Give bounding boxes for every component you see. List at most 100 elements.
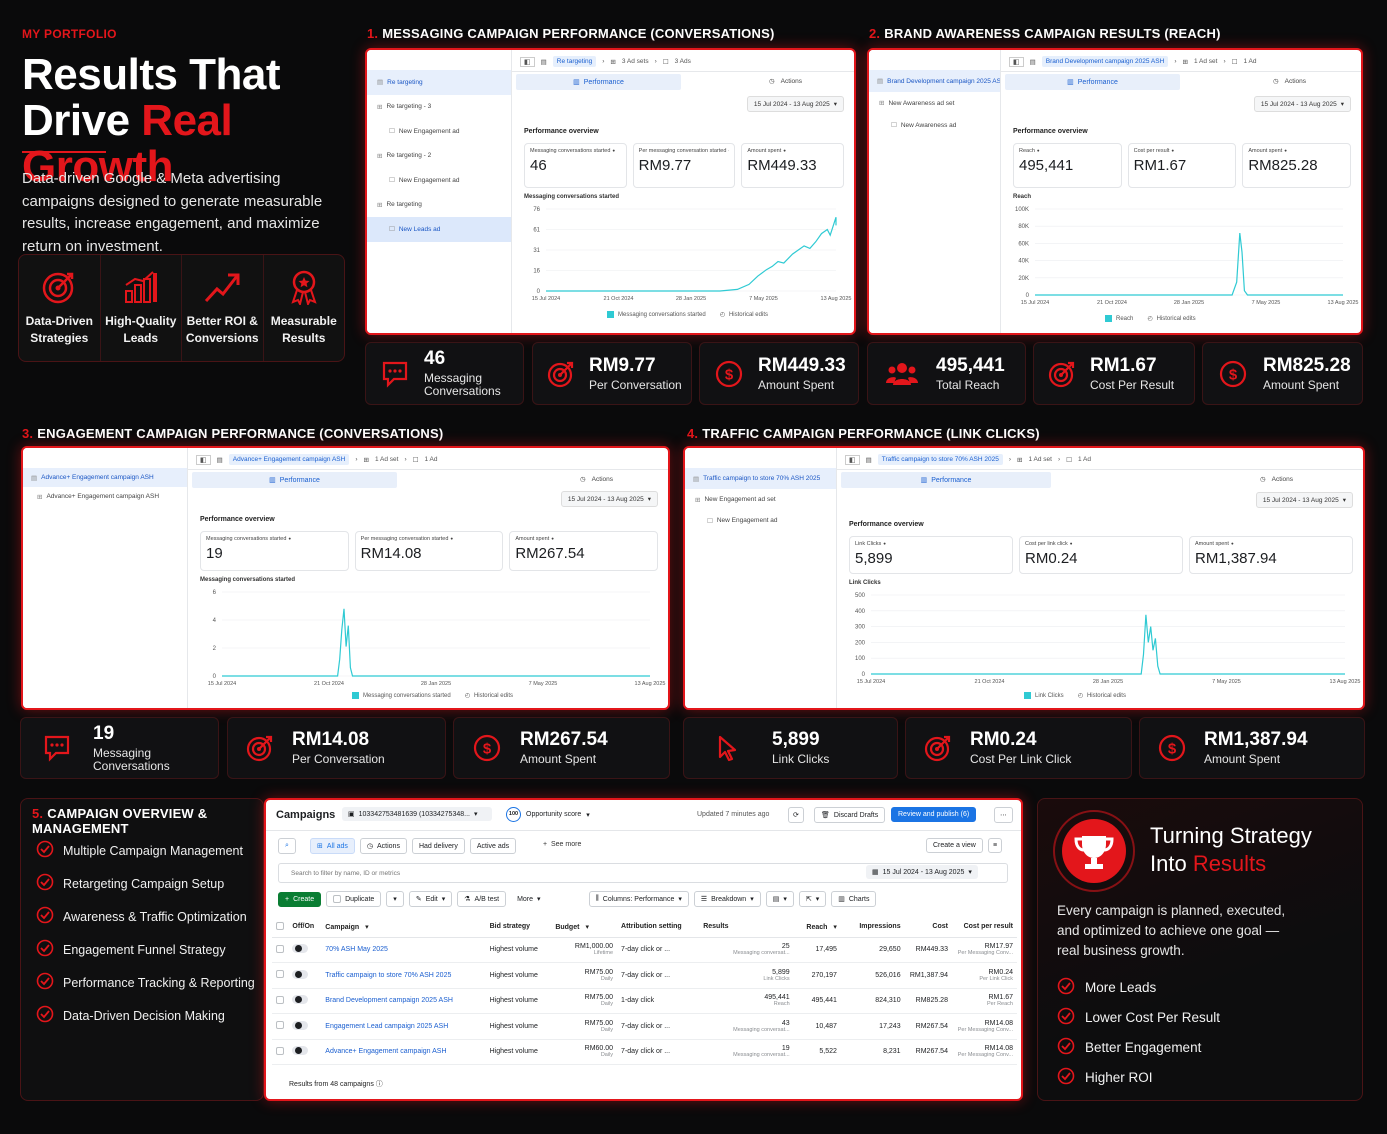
table-row[interactable]: Traffic campaign to store 70% ASH 2025 Hi… [272,962,1017,989]
date-range-picker[interactable]: 15 Jul 2024 - 13 Aug 2025 ▾ [746,96,844,112]
review-publish-button[interactable]: Review and publish (6) [891,807,977,822]
filter-chip[interactable]: Had delivery [411,838,465,854]
filter-chip[interactable]: ◷ Actions [359,838,407,854]
on-off-toggle[interactable] [292,1046,309,1056]
breadcrumb-item[interactable]: 1 Ad set [374,456,399,463]
row-select[interactable] [272,1013,289,1040]
more-button[interactable]: More ▾ [511,892,547,906]
row-select[interactable] [272,1039,289,1065]
date-range-picker[interactable]: ▦ 15 Jul 2024 - 13 Aug 2025 ▾ [866,865,978,879]
historical-edits-toggle[interactable]: ◴ Historical edits [720,311,768,318]
breadcrumb-item[interactable]: 1 Ad [1243,58,1257,65]
charts-button[interactable]: ▥ Charts [831,891,877,907]
legend-item[interactable]: Link Clicks [1024,692,1064,699]
sidebar-tree-item[interactable]: ☐ New Engagement ad [367,119,511,144]
sidebar-tree-item[interactable]: ⊞ Re targeting - 2 [367,144,511,169]
opportunity-score[interactable]: 100 Opportunity score ▾ [506,807,590,822]
column-header[interactable]: Attribution setting [617,917,700,938]
actions-button[interactable]: ◷ Actions [1273,77,1306,85]
more-menu-button[interactable]: ⋯ [994,807,1013,823]
edit-button[interactable]: ✎ Edit ▾ [408,891,453,907]
duplicate-dropdown[interactable]: ▾ [386,891,404,907]
tab-performance[interactable]: ▥ Performance [192,472,397,488]
legend-item[interactable]: Reach [1105,315,1133,322]
sidebar-tree-item[interactable]: ▤ Traffic campaign to store 70% ASH 2025 [685,468,836,489]
report-button[interactable]: ▤ ▾ [765,891,794,907]
campaign-name-link[interactable]: Traffic campaign to store 70% ASH 2025 [325,971,452,979]
column-header[interactable]: Results [699,917,794,938]
column-header[interactable]: Reach ▾ [793,917,841,938]
sidebar-tree-item[interactable]: ☐ New Leads ad [367,217,511,242]
breadcrumb-item[interactable]: 3 Ad sets [621,58,649,65]
search-button[interactable]: ⌕ [278,838,296,854]
breadcrumb-item[interactable]: Traffic campaign to store 70% ASH 2025 [877,454,1003,465]
table-row[interactable]: Brand Development campaign 2025 ASH Highe… [272,988,1017,1014]
panel-toggle-icon[interactable]: ◧ [1009,56,1024,67]
sidebar-tree-item[interactable]: ☐ New Engagement ad [367,168,511,193]
sidebar-tree-item[interactable]: ⊞ Re targeting [367,193,511,218]
breakdown-button[interactable]: ☰ Breakdown ▾ [693,891,761,907]
see-more-link[interactable]: + See more [543,841,582,848]
row-checkbox[interactable] [276,1046,284,1055]
sidebar-tree-item[interactable]: ▤ Advance+ Engagement campaign ASH [23,468,187,487]
create-button[interactable]: + Create [278,891,322,907]
on-off-toggle[interactable] [292,995,309,1005]
row-checkbox[interactable] [276,1021,284,1030]
actions-button[interactable]: ◷ Actions [769,77,802,85]
date-range-picker[interactable]: 15 Jul 2024 - 13 Aug 2025 ▾ [1253,96,1351,112]
sidebar-tree-item[interactable]: ☐ New Engagement ad [685,510,836,531]
export-button[interactable]: ⇱ ▾ [798,891,827,907]
breadcrumb-item[interactable]: 1 Ad [424,456,438,463]
column-header[interactable]: Budget ▾ [551,917,618,938]
sidebar-tree-item[interactable]: ☐ New Awareness ad [869,114,1000,136]
breadcrumb-item[interactable]: 1 Ad [1077,456,1091,463]
panel-toggle-icon[interactable]: ◧ [520,56,535,67]
search-input[interactable] [278,863,1008,883]
account-select[interactable]: ▣ 1033427534816​39 (1033427534​8... ▾ [342,807,492,821]
panel-toggle-icon[interactable]: ◧ [196,454,211,465]
panel-toggle-icon[interactable]: ◧ [845,454,860,465]
row-select[interactable] [272,988,289,1014]
tab-performance[interactable]: ▥ Performance [841,472,1051,488]
refresh-button[interactable]: ⟳ [788,807,804,823]
row-checkbox[interactable] [276,970,284,979]
campaign-name-link[interactable]: Brand Development campaign 2025 ASH [325,997,453,1005]
column-header[interactable]: Cost per result [951,917,1017,938]
column-header[interactable]: Campaign ▾ [321,917,486,938]
column-header[interactable]: Bid strategy [485,917,552,938]
sidebar-tree-item[interactable]: ▤ Brand Development campaign 2025 ASH [869,70,1000,92]
filter-chip[interactable]: ⊞ All ads [310,838,355,854]
breadcrumb-item[interactable]: 1 Ad set [1028,456,1052,463]
table-row[interactable]: Advance+ Engagement campaign ASH Highest … [272,1039,1017,1065]
sidebar-tree-item[interactable]: ▤ Re targeting [367,70,511,95]
row-select[interactable] [272,962,289,989]
breadcrumb-item[interactable]: Advance+ Engagement campaign ASH [228,454,350,465]
filter-chip[interactable]: Active ads [469,838,517,854]
legend-item[interactable]: Messaging conversations started [352,692,451,699]
create-view-button[interactable]: Create a view [926,838,983,853]
column-header[interactable]: Impressions [840,917,905,938]
select-all-checkbox[interactable] [276,921,284,930]
actions-button[interactable]: ◷ Actions [1260,475,1293,483]
on-off-toggle[interactable] [292,1020,309,1030]
legend-item[interactable]: Messaging conversations started [607,311,706,318]
table-row[interactable]: 70% ASH May 2025 Highest volume RM1,000.00… [272,937,1017,963]
on-off-toggle[interactable] [292,944,309,954]
tab-performance[interactable]: ▥ Performance [516,74,681,90]
breadcrumb-item[interactable]: Brand Development campaign 2025 ASH [1041,56,1169,67]
row-checkbox[interactable] [276,995,284,1004]
ab-test-button[interactable]: ⚗ A/B test [457,891,507,907]
historical-edits-toggle[interactable]: ◴ Historical edits [1147,315,1195,322]
column-header[interactable]: Off/On [288,917,322,938]
discard-drafts-button[interactable]: 🗑 Discard Drafts [814,807,886,823]
actions-button[interactable]: ◷ Actions [580,475,613,483]
campaign-name-link[interactable]: Advance+ Engagement campaign ASH [325,1048,447,1056]
select-all-header[interactable] [272,917,289,938]
date-range-picker[interactable]: 15 Jul 2024 - 13 Aug 2025 ▾ [560,491,658,507]
campaign-name-link[interactable]: 70% ASH May 2025 [325,946,388,954]
breadcrumb-item[interactable]: 3 Ads [674,58,691,65]
on-off-toggle[interactable] [292,969,309,979]
column-header[interactable]: Cost [904,917,952,938]
historical-edits-toggle[interactable]: ◴ Historical edits [1078,692,1126,699]
sidebar-tree-item[interactable]: ⊞ New Engagement ad set [685,489,836,510]
